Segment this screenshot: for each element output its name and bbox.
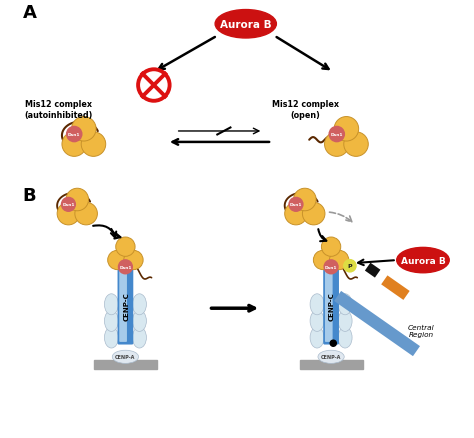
Text: Dsn1: Dsn1 xyxy=(62,203,75,207)
Text: Aurora B: Aurora B xyxy=(401,256,446,265)
Circle shape xyxy=(288,197,304,212)
Circle shape xyxy=(81,133,106,157)
Circle shape xyxy=(328,127,345,143)
Ellipse shape xyxy=(310,311,324,332)
Text: B: B xyxy=(23,186,36,204)
Ellipse shape xyxy=(397,248,449,273)
Circle shape xyxy=(330,340,337,346)
Text: A: A xyxy=(23,4,36,22)
Circle shape xyxy=(108,251,127,270)
Circle shape xyxy=(323,260,339,275)
Circle shape xyxy=(61,197,76,212)
Ellipse shape xyxy=(132,311,146,332)
FancyBboxPatch shape xyxy=(118,267,133,345)
Ellipse shape xyxy=(338,327,352,348)
Bar xyxy=(300,360,363,370)
Ellipse shape xyxy=(132,327,146,348)
Text: CENP-C: CENP-C xyxy=(123,292,129,320)
Circle shape xyxy=(57,203,80,226)
Text: CENP-C: CENP-C xyxy=(329,292,335,320)
Text: Dsn1: Dsn1 xyxy=(330,133,343,137)
Circle shape xyxy=(334,117,359,142)
Text: CENP-A: CENP-A xyxy=(115,354,136,360)
Circle shape xyxy=(62,133,86,157)
Bar xyxy=(94,360,157,370)
Circle shape xyxy=(344,260,356,272)
Text: Dsn1: Dsn1 xyxy=(290,203,302,207)
Circle shape xyxy=(116,237,135,257)
FancyBboxPatch shape xyxy=(119,270,127,342)
Ellipse shape xyxy=(132,294,146,315)
Circle shape xyxy=(72,117,96,142)
Polygon shape xyxy=(334,291,420,357)
Circle shape xyxy=(66,189,89,211)
FancyBboxPatch shape xyxy=(323,267,339,345)
Polygon shape xyxy=(381,276,410,300)
FancyBboxPatch shape xyxy=(325,270,333,342)
Circle shape xyxy=(293,189,316,211)
Ellipse shape xyxy=(310,294,324,315)
Circle shape xyxy=(329,251,349,270)
Ellipse shape xyxy=(112,350,138,364)
Ellipse shape xyxy=(318,350,344,364)
Ellipse shape xyxy=(104,294,118,315)
Text: Dsn1: Dsn1 xyxy=(119,265,132,269)
Text: Dsn1: Dsn1 xyxy=(68,133,81,137)
Ellipse shape xyxy=(104,311,118,332)
Text: Central
Region: Central Region xyxy=(408,324,434,337)
Ellipse shape xyxy=(104,327,118,348)
Circle shape xyxy=(66,127,82,143)
Circle shape xyxy=(302,203,325,226)
Ellipse shape xyxy=(338,294,352,315)
Circle shape xyxy=(124,251,143,270)
Text: Aurora B: Aurora B xyxy=(220,20,272,30)
Ellipse shape xyxy=(338,311,352,332)
Polygon shape xyxy=(365,263,381,278)
Circle shape xyxy=(118,260,133,275)
Text: CENP-A: CENP-A xyxy=(321,354,341,360)
Ellipse shape xyxy=(215,11,276,39)
Text: Mis12 complex
(autoinhibited): Mis12 complex (autoinhibited) xyxy=(25,100,93,120)
Text: P: P xyxy=(347,264,352,268)
Circle shape xyxy=(344,133,368,157)
Text: Dsn1: Dsn1 xyxy=(325,265,337,269)
Circle shape xyxy=(321,237,341,257)
Text: Mis12 complex
(open): Mis12 complex (open) xyxy=(272,100,339,120)
Circle shape xyxy=(313,251,333,270)
Circle shape xyxy=(285,203,307,226)
Circle shape xyxy=(325,133,349,157)
Circle shape xyxy=(75,203,97,226)
Ellipse shape xyxy=(310,327,324,348)
